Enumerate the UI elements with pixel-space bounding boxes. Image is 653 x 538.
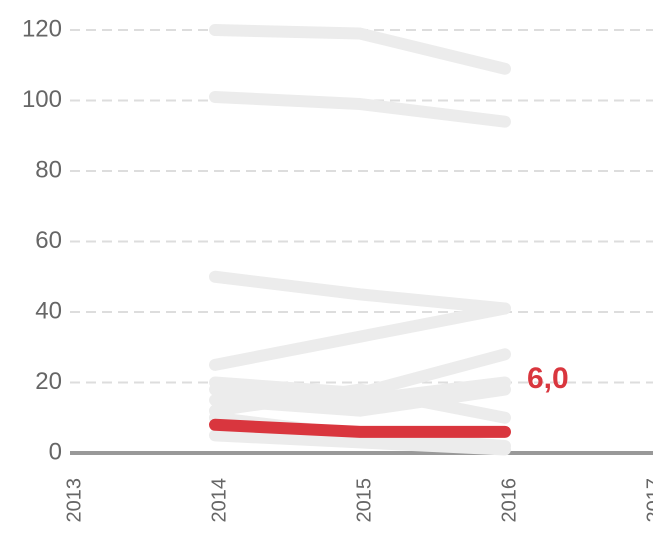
x-tick-label: 2017 xyxy=(643,478,653,523)
line xyxy=(209,429,511,456)
x-tick-label: 2015 xyxy=(353,478,375,523)
x-tick-label: 2013 xyxy=(63,478,85,523)
line xyxy=(209,270,511,315)
line xyxy=(209,418,511,438)
x-tick-label: 2014 xyxy=(208,478,230,523)
line xyxy=(209,376,511,407)
line xyxy=(209,302,511,371)
y-tick-label: 40 xyxy=(35,297,62,324)
value-label: 6,0 xyxy=(527,362,569,395)
line xyxy=(209,90,511,128)
x-tick-label: 2016 xyxy=(498,478,520,523)
y-tick-label: 80 xyxy=(35,156,62,183)
y-tick-label: 100 xyxy=(22,86,62,113)
y-tick-label: 20 xyxy=(35,368,62,395)
y-tick-label: 120 xyxy=(22,15,62,42)
y-tick-label: 0 xyxy=(49,438,62,465)
y-tick-label: 60 xyxy=(35,227,62,254)
line xyxy=(209,24,511,75)
line xyxy=(209,383,511,424)
